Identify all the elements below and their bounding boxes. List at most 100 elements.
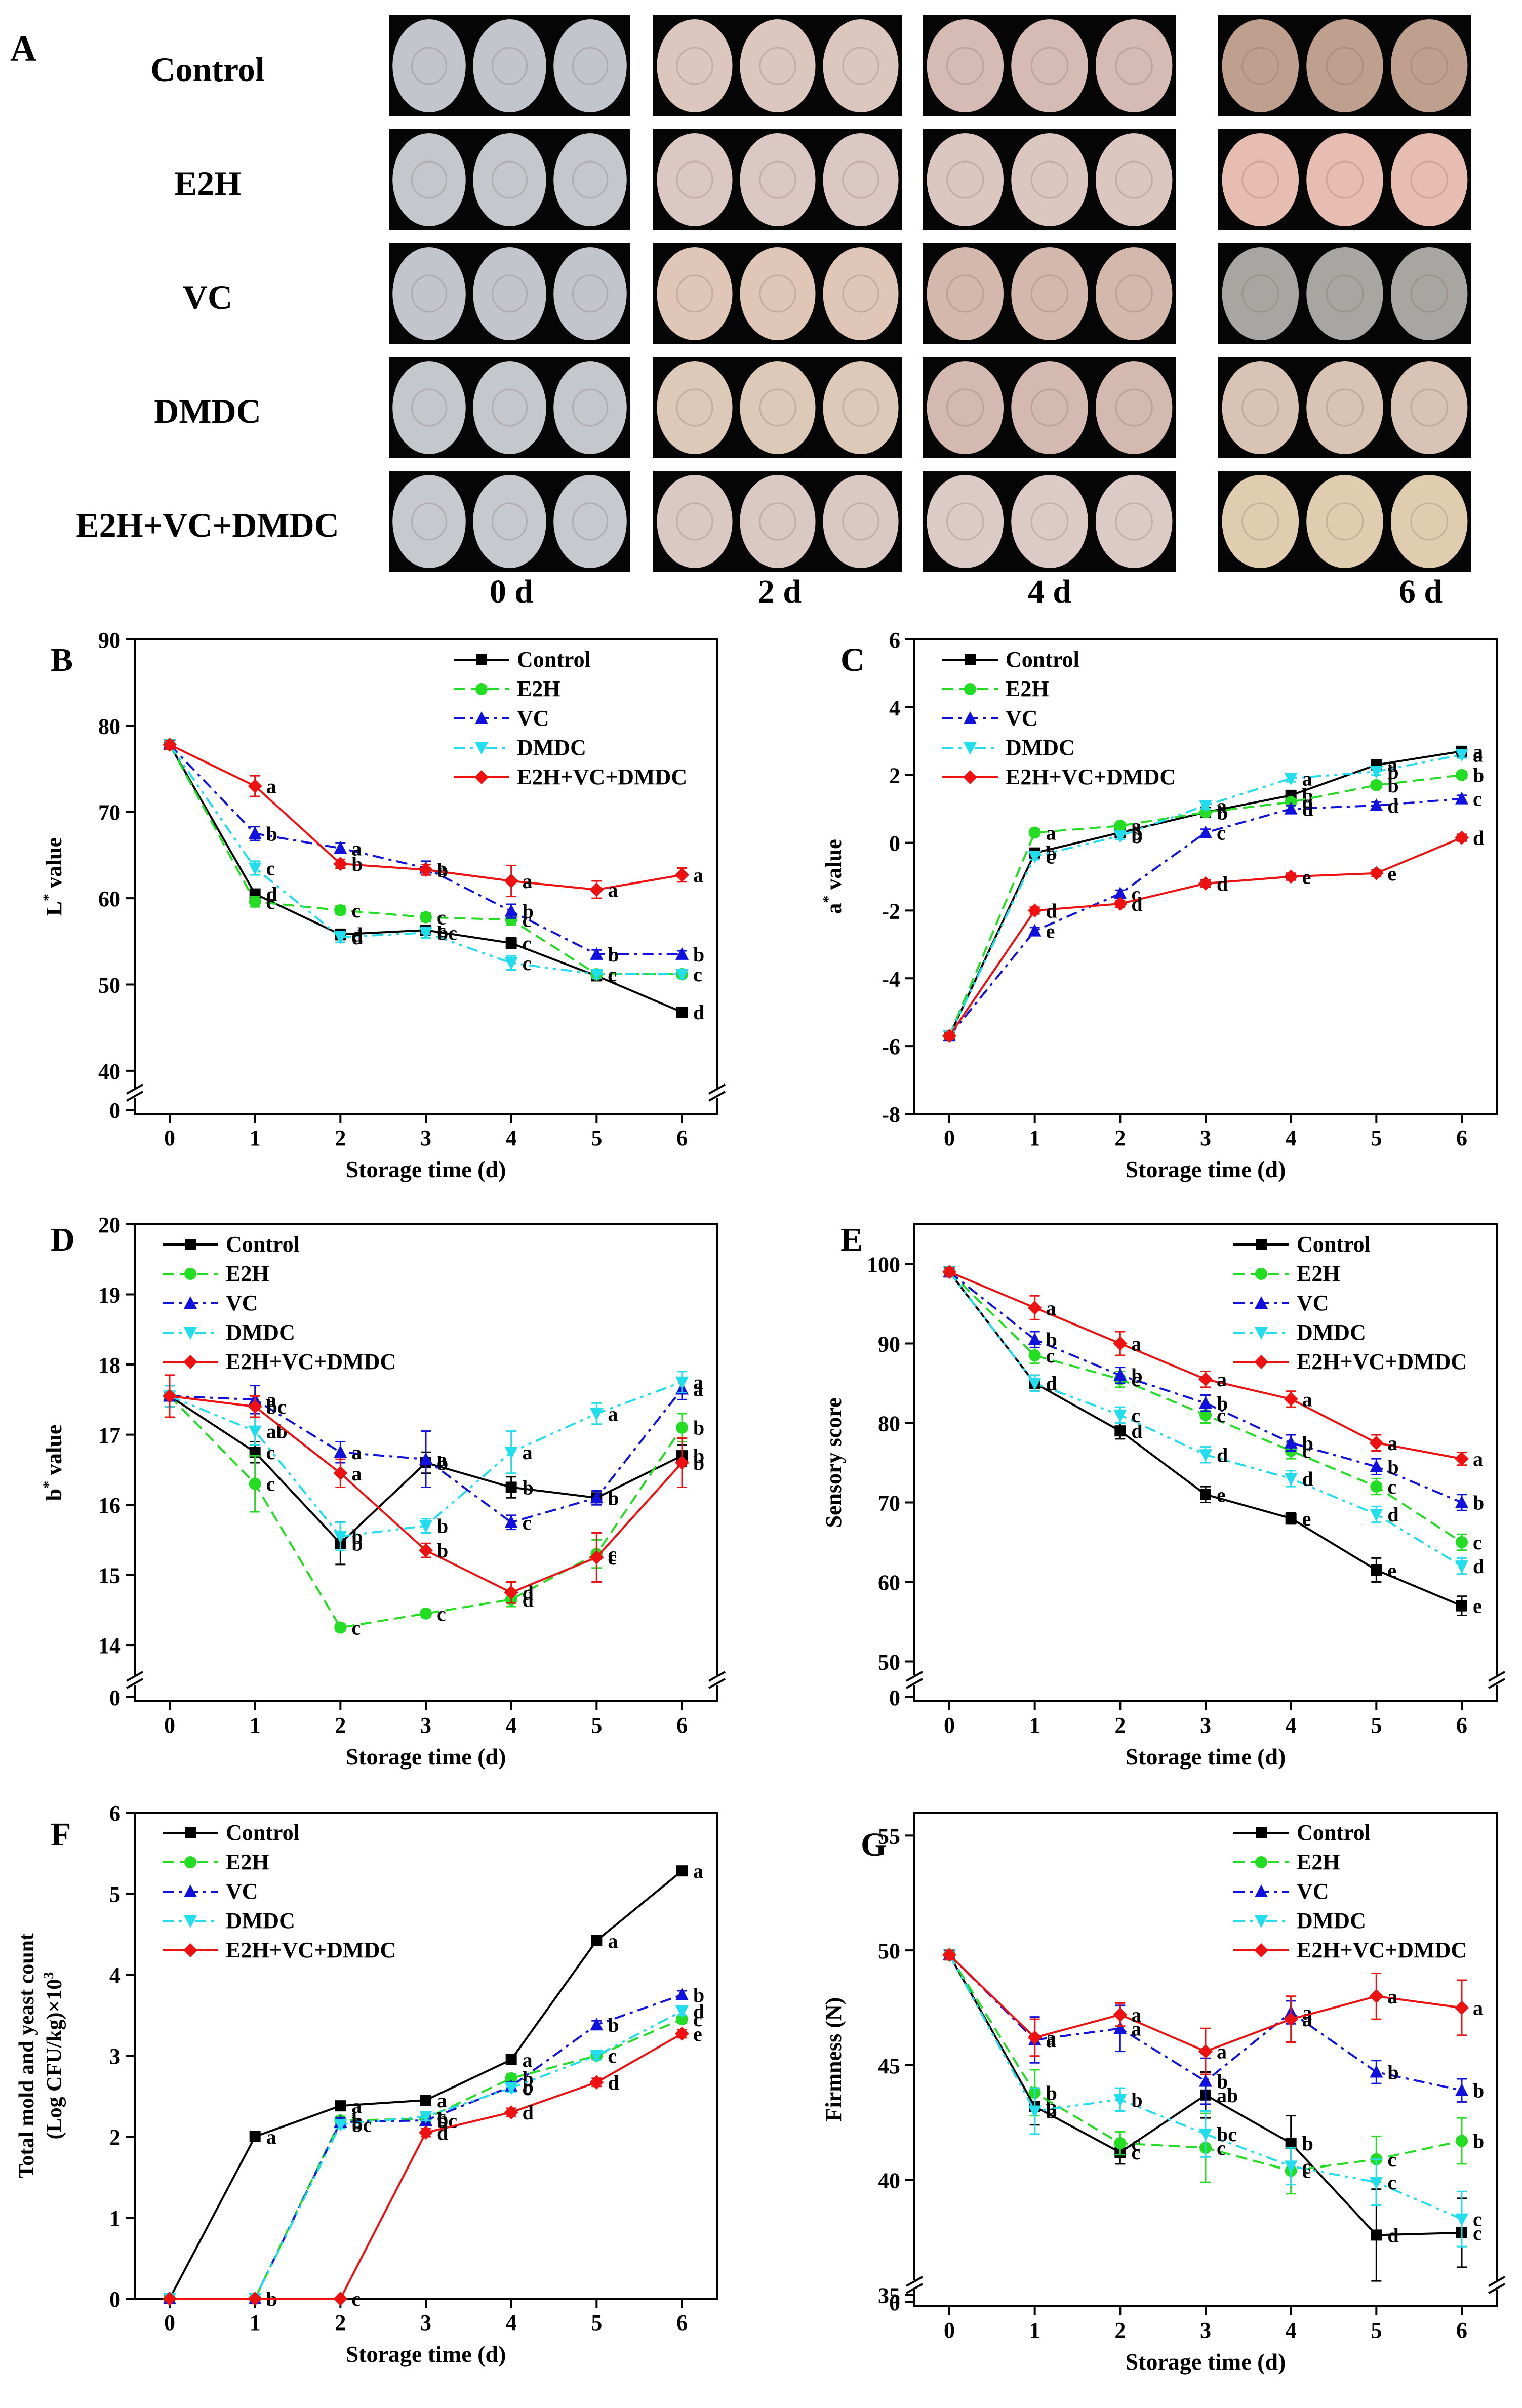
data-point xyxy=(1284,801,1298,815)
y-tick-label: 90 xyxy=(878,1332,900,1357)
lotus-slice xyxy=(1011,133,1088,226)
lotus-slice xyxy=(657,475,733,568)
slice-vein xyxy=(1030,502,1069,541)
y-axis-title-text: a xyxy=(821,903,846,914)
significance-letter: a xyxy=(351,837,362,860)
y-tick-label: 1 xyxy=(109,2206,121,2231)
significance-letter: b xyxy=(523,2075,534,2098)
data-point xyxy=(1199,799,1212,813)
significance-letter: b xyxy=(1131,825,1142,848)
significance-letter: b xyxy=(1387,2061,1398,2083)
data-point xyxy=(1198,2044,1213,2059)
lotus-slice xyxy=(657,19,733,112)
significance-letter: c xyxy=(523,909,532,932)
lotus-slice xyxy=(553,247,627,340)
legend-marker xyxy=(184,1296,197,1309)
legend-marker xyxy=(184,1856,196,1868)
data-point xyxy=(1455,830,1469,845)
series-e2h-vc-dmdc: a a a a a a xyxy=(942,1265,1483,1470)
y-axis-title-text: b xyxy=(42,1489,66,1501)
data-point xyxy=(1284,1473,1298,1486)
y-axis-title: Sensory score xyxy=(821,1397,846,1528)
data-point xyxy=(942,1265,956,1279)
data-point xyxy=(1456,1536,1468,1548)
data-point xyxy=(163,2292,177,2306)
data-point xyxy=(1370,1459,1383,1472)
significance-letter: d xyxy=(266,883,277,906)
data-point xyxy=(248,779,262,793)
lotus-slice xyxy=(1011,19,1088,112)
data-point xyxy=(1028,1332,1042,1345)
significance-letter: c xyxy=(1387,1475,1396,1498)
axis-break-mark xyxy=(126,1678,143,1689)
legend-label: DMDC xyxy=(226,1908,295,1933)
data-point xyxy=(1199,2128,1212,2141)
significance-letter: b xyxy=(693,943,704,966)
legend: Control E2H VC DMDC E2H+VC+DMDC xyxy=(163,1232,396,1374)
significance-letter: c xyxy=(1473,788,1482,811)
significance-letter: a xyxy=(608,878,618,901)
significance-letter: c xyxy=(351,1617,361,1639)
lotus-slice xyxy=(740,475,816,568)
slice-vein xyxy=(842,160,879,199)
significance-letter: bc xyxy=(351,2113,372,2136)
significance-letter: a xyxy=(1217,2040,1227,2063)
series-control: a a a a a a xyxy=(164,1860,703,2304)
panel-a-letter: A xyxy=(10,28,36,69)
significance-letter: a xyxy=(1131,2003,1141,2026)
legend-marker xyxy=(1255,1327,1268,1340)
y-tick-label: 3 xyxy=(109,2044,121,2069)
data-point xyxy=(1284,2160,1298,2174)
significance-letter: b xyxy=(1217,2070,1228,2093)
significance-letter: c xyxy=(608,2044,617,2067)
data-point xyxy=(1114,1425,1126,1437)
significance-letter: b xyxy=(437,1515,448,1538)
chart-panel-b: B 0 40 50 60 70 80 90 0 1 2 3 4 5 6 Storage time (d) L* … xyxy=(40,628,726,1182)
slice-vein xyxy=(842,502,879,541)
significance-letter: a xyxy=(1131,1333,1141,1355)
significance-letter: b xyxy=(523,1476,534,1499)
data-point xyxy=(1198,876,1213,891)
data-point xyxy=(942,1029,956,1044)
slice-vein xyxy=(676,160,713,199)
photo-tile xyxy=(389,357,630,458)
lotus-slice xyxy=(1306,247,1383,340)
y-tick-label: 14 xyxy=(98,1633,121,1658)
lotus-slice xyxy=(553,475,627,568)
x-axis-title: Storage time (d) xyxy=(1126,1744,1286,1770)
photo-tile xyxy=(923,243,1176,344)
series-line xyxy=(948,1271,1462,1607)
data-point xyxy=(1114,2137,1127,2150)
y-axis-title-superscript: * xyxy=(40,1481,57,1489)
significance-letter: c xyxy=(523,932,532,955)
lotus-slice xyxy=(927,475,1004,568)
x-axis-title: Storage time (d) xyxy=(1126,2349,1286,2375)
significance-letter: c xyxy=(1046,845,1055,868)
data-point xyxy=(504,904,518,917)
significance-letter: c xyxy=(693,963,702,986)
significance-letter: c xyxy=(1131,2141,1140,2164)
data-point xyxy=(1369,866,1384,880)
data-point xyxy=(1284,869,1298,884)
data-point xyxy=(334,931,347,944)
data-point xyxy=(1456,769,1468,781)
significance-letter: b xyxy=(437,2108,448,2131)
legend-label: VC xyxy=(226,1879,258,1904)
x-tick-label: 3 xyxy=(420,1126,431,1150)
data-point xyxy=(591,1935,603,1946)
photo-tile xyxy=(923,471,1176,572)
lotus-slice xyxy=(553,133,627,226)
series-line xyxy=(170,1994,683,2300)
significance-letter: a xyxy=(523,2049,533,2071)
data-point xyxy=(1369,1435,1384,1450)
row-label-vc: VC xyxy=(183,278,232,316)
significance-letter: bc xyxy=(266,1395,287,1418)
significance-letter: d xyxy=(1473,827,1484,850)
legend-marker xyxy=(475,742,488,755)
y-axis-title: L* value xyxy=(40,837,66,916)
significance-letter: b xyxy=(1387,1456,1398,1478)
slice-vein xyxy=(1115,160,1153,199)
panel-letter: B xyxy=(51,641,73,678)
slice-vein xyxy=(1115,388,1153,427)
